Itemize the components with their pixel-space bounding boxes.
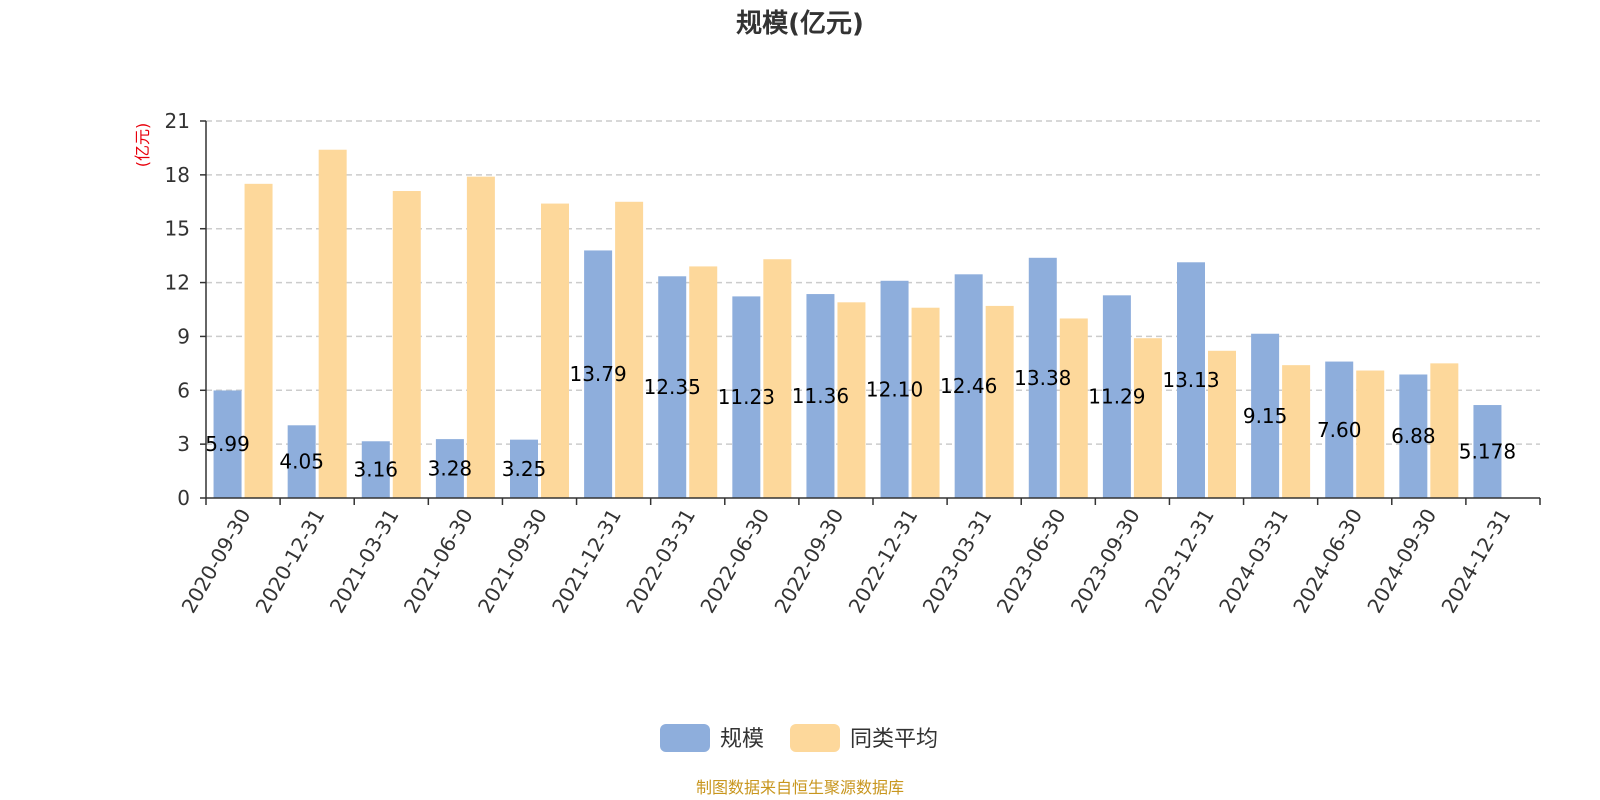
bar-scale [1177, 262, 1205, 498]
bar-value-label: 7.60 [1317, 418, 1362, 442]
bar-category-average [244, 183, 273, 499]
bar-value-label: 3.25 [502, 457, 547, 481]
bar-value-label: 13.79 [569, 362, 626, 386]
bar-category-average [541, 203, 569, 499]
bar-category-average [1356, 370, 1385, 498]
x-tick-label: 2020-12-31 [251, 505, 330, 618]
bar-category-average [318, 149, 347, 498]
y-tick-labels: 0 3 6 9 12 15 18 21 [165, 109, 190, 510]
x-tick-label: 2024-09-30 [1362, 505, 1441, 618]
bars [213, 149, 1502, 499]
legend-label: 同类平均 [850, 727, 938, 752]
y-axis-unit-label: (亿元) [133, 123, 152, 168]
bar-scale [658, 276, 687, 498]
bar-value-label: 3.28 [428, 457, 473, 481]
bar-category-average [1133, 338, 1162, 498]
y-tick-label: 6 [177, 378, 190, 402]
x-tick-label: 2023-12-31 [1140, 505, 1219, 618]
bar-scale [435, 439, 464, 498]
bar-category-average [466, 176, 495, 498]
x-tick-label: 2024-06-30 [1288, 505, 1367, 618]
y-tick-label: 9 [177, 324, 190, 348]
bar-value-label: 9.15 [1243, 404, 1288, 428]
legend: 规模 同类平均 [660, 724, 938, 752]
bar-category-average [392, 191, 421, 498]
bar-scale [1028, 257, 1057, 498]
axes [200, 120, 1541, 505]
data-source-note: 制图数据来自恒生聚源数据库 [696, 778, 904, 797]
bar-scale [1251, 333, 1280, 498]
x-tick-label: 2024-12-31 [1436, 505, 1515, 618]
bar-scale [1399, 374, 1428, 498]
y-tick-label: 15 [165, 217, 190, 241]
chart-title: 规模(亿元) [736, 9, 864, 39]
bar-scale [1473, 405, 1502, 498]
x-tick-label: 2022-06-30 [695, 505, 774, 618]
x-tick-label: 2021-09-30 [473, 505, 552, 618]
x-tick-label: 2021-06-30 [399, 505, 478, 618]
bar-scale [806, 294, 835, 498]
bar-scale [287, 425, 316, 498]
legend-swatch [660, 724, 710, 752]
y-tick-label: 0 [177, 486, 190, 510]
bar-category-average [763, 259, 792, 498]
bar-scale [954, 274, 983, 498]
bar-category-average [985, 305, 1014, 498]
bar-scale [1325, 361, 1354, 498]
bar-value-label: 6.88 [1391, 424, 1436, 448]
y-tick-label: 21 [165, 109, 190, 133]
bar-value-label: 13.38 [1014, 366, 1071, 390]
bar-value-label: 13.13 [1162, 368, 1219, 392]
bar-value-label: 11.29 [1088, 385, 1145, 409]
x-tick-label: 2022-03-31 [621, 505, 700, 618]
bar-scale [584, 250, 613, 498]
bar-category-average [911, 307, 940, 498]
y-tick-label: 18 [165, 163, 190, 187]
bar-value-label: 12.10 [866, 377, 923, 401]
y-tick-label: 12 [165, 271, 190, 295]
x-tick-label: 2023-06-30 [992, 505, 1071, 618]
bar-value-label: 11.23 [718, 385, 775, 409]
x-tick-label: 2021-03-31 [325, 505, 404, 618]
bar-value-label: 3.16 [354, 458, 399, 482]
bar-category-average [615, 201, 644, 499]
bar-category-average [1282, 365, 1311, 498]
legend-label: 规模 [720, 727, 764, 752]
bar-scale [1102, 295, 1131, 498]
x-tick-label: 2021-12-31 [547, 505, 626, 618]
bar-value-label: 4.05 [279, 450, 324, 474]
bar-category-average [689, 266, 718, 498]
bar-value-label: 5.99 [205, 432, 250, 456]
x-tick-label: 2022-12-31 [843, 505, 922, 618]
bar-value-label: 12.35 [644, 375, 701, 399]
bar-category-average [837, 302, 866, 498]
bar-category-average [1208, 350, 1236, 498]
x-tick-label: 2020-09-30 [176, 505, 255, 618]
bar-scale [213, 390, 242, 498]
bar-value-label: 5.178 [1459, 440, 1516, 464]
bar-scale [732, 296, 761, 498]
bar-category-average [1059, 318, 1088, 498]
value-labels: 5.99 4.05 3.16 3.28 3.25 13.79 12.35 11.23 11.36… [205, 362, 1516, 481]
y-tick-label: 3 [177, 432, 190, 456]
x-tick-label: 2022-09-30 [769, 505, 848, 618]
x-tick-label: 2023-09-30 [1066, 505, 1145, 618]
gridlines [206, 120, 1540, 445]
x-tick-label: 2023-03-31 [918, 505, 997, 618]
bar-category-average [1430, 363, 1459, 498]
bar-scale [880, 280, 909, 498]
legend-swatch [790, 724, 840, 752]
bar-scale [361, 441, 390, 498]
x-tick-labels: 2020-09-302020-12-312021-03-312021-06-30… [176, 505, 1515, 618]
x-tick-label: 2024-03-31 [1214, 505, 1293, 618]
bar-scale [510, 439, 538, 498]
bar-value-label: 11.36 [792, 384, 849, 408]
bar-value-label: 12.46 [940, 374, 997, 398]
